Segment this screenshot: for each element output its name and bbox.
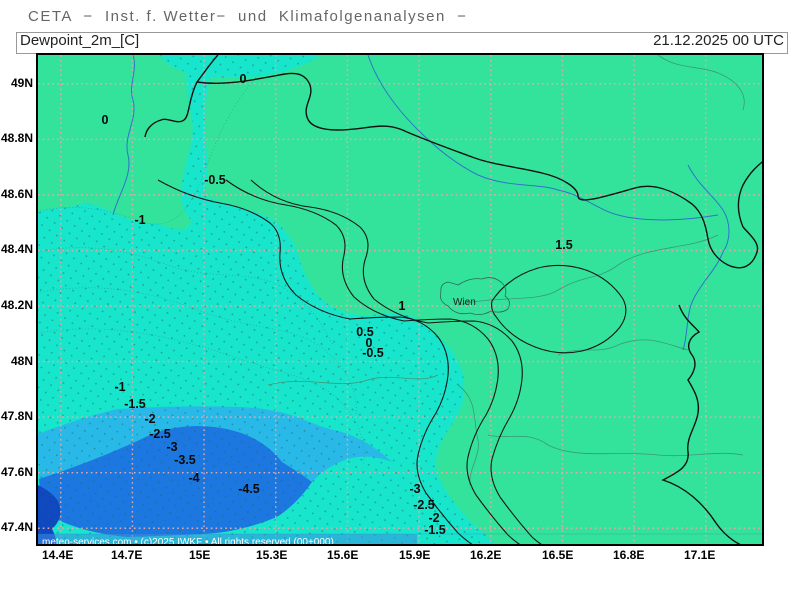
svg-text:0: 0: [240, 72, 247, 86]
svg-text:-2.5: -2.5: [149, 427, 171, 441]
svg-text:-3: -3: [166, 440, 177, 454]
svg-text:-2.5: -2.5: [413, 498, 435, 512]
svg-text:1.5: 1.5: [555, 238, 572, 252]
svg-text:-4.5: -4.5: [238, 482, 260, 496]
svg-text:-0.5: -0.5: [204, 173, 226, 187]
svg-text:-1.5: -1.5: [424, 523, 446, 537]
svg-text:Wien: Wien: [453, 297, 476, 308]
svg-text:1: 1: [399, 299, 406, 313]
svg-text:-2: -2: [144, 412, 155, 426]
svg-text:-1: -1: [114, 380, 125, 394]
svg-text:-3.5: -3.5: [174, 453, 196, 467]
svg-text:0: 0: [102, 113, 109, 127]
svg-text:-1: -1: [134, 213, 145, 227]
svg-text:meteo-services.com • (c)2025: meteo-services.com • (c)2025 IWKF • All …: [42, 537, 334, 546]
svg-text:-1.5: -1.5: [124, 397, 146, 411]
svg-text:-0.5: -0.5: [362, 346, 384, 360]
svg-text:-4: -4: [188, 471, 199, 485]
svg-text:-3: -3: [409, 482, 420, 496]
